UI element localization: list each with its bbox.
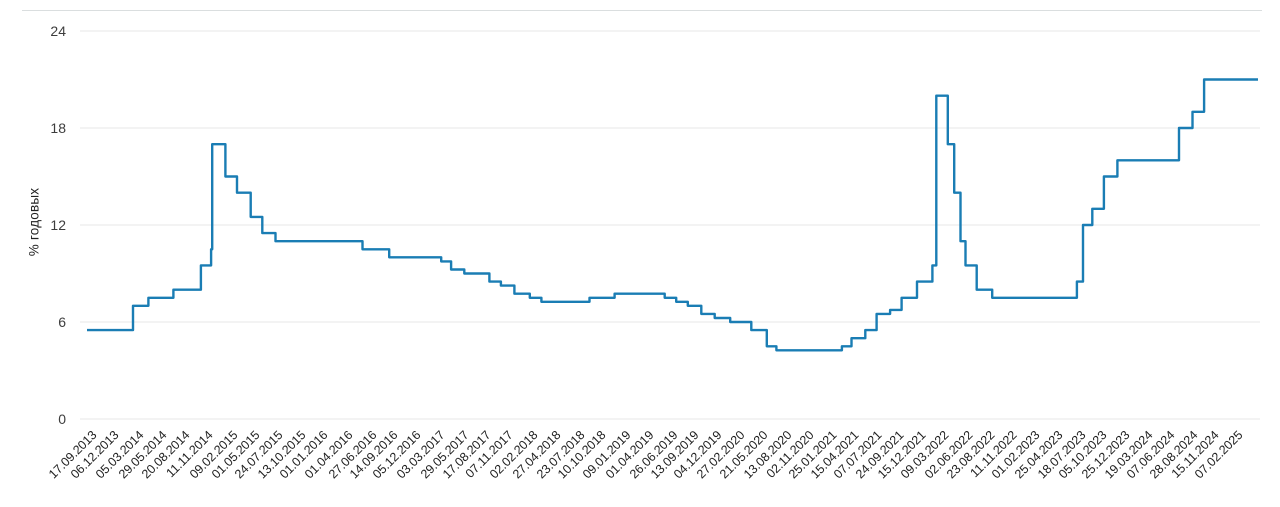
y-tick-label: 18 xyxy=(50,120,66,136)
y-tick-label: 12 xyxy=(50,217,66,233)
y-tick-label: 0 xyxy=(58,411,66,427)
top-divider xyxy=(22,10,1262,11)
y-tick-label: 24 xyxy=(50,23,66,39)
key-rate-line xyxy=(87,78,1258,352)
y-tick-label: 6 xyxy=(58,314,66,330)
